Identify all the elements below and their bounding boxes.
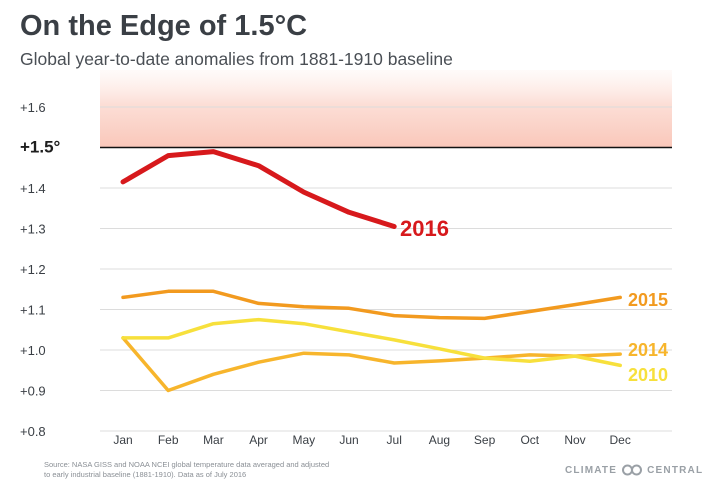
y-tick-label: +1.6 (20, 100, 46, 115)
series-line-2016 (120, 149, 397, 229)
series-label-2014: 2014 (628, 340, 668, 360)
series-label-2010: 2010 (628, 365, 668, 385)
y-tick-label: +0.8 (20, 424, 46, 439)
series-label-2016: 2016 (400, 216, 449, 241)
series-line-2014 (121, 336, 622, 393)
series-label-2015: 2015 (628, 290, 668, 310)
x-tick-label: Jul (387, 433, 402, 447)
y-tick-label: +1.3 (20, 222, 46, 237)
x-tick-label: Nov (564, 433, 585, 447)
brand-text-left: CLIMATE (565, 464, 618, 476)
x-tick-label: Dec (610, 433, 631, 447)
series-line-2010 (121, 317, 622, 368)
x-tick-label: Aug (429, 433, 450, 447)
y-tick-label: +1.0 (20, 343, 46, 358)
brand-rings-icon (622, 464, 643, 476)
x-tick-label: Jan (113, 433, 132, 447)
source-note: Source: NASA GISS and NOAA NCEI global t… (44, 460, 344, 480)
chart-title: On the Edge of 1.5°C (20, 10, 308, 42)
source-line-1: Source: NASA GISS and NOAA NCEI global t… (44, 460, 330, 469)
y-tick-label: +1.2 (20, 262, 46, 277)
y-tick-label: +0.9 (20, 384, 46, 399)
x-tick-label: Oct (520, 433, 539, 447)
x-tick-label: Sep (474, 433, 496, 447)
x-tick-label: Jun (339, 433, 358, 447)
x-tick-label: May (292, 433, 315, 447)
x-tick-label: Mar (203, 433, 224, 447)
chart-subtitle: Global year-to-date anomalies from 1881-… (20, 49, 453, 69)
x-tick-label: Feb (158, 433, 179, 447)
brand-text-right: CENTRAL (647, 464, 704, 476)
y-tick-label: +1.1 (20, 303, 46, 318)
source-line-2: to early industrial baseline (1881-1910)… (44, 470, 247, 479)
brand-logo: CLIMATE CENTRAL (565, 464, 703, 476)
series-line-2015 (121, 289, 622, 321)
y-tick-label: +1.4 (20, 181, 46, 196)
y-tick-label: +1.5° (20, 138, 61, 157)
danger-zone-band (100, 70, 672, 147)
x-tick-label: Apr (249, 433, 268, 447)
